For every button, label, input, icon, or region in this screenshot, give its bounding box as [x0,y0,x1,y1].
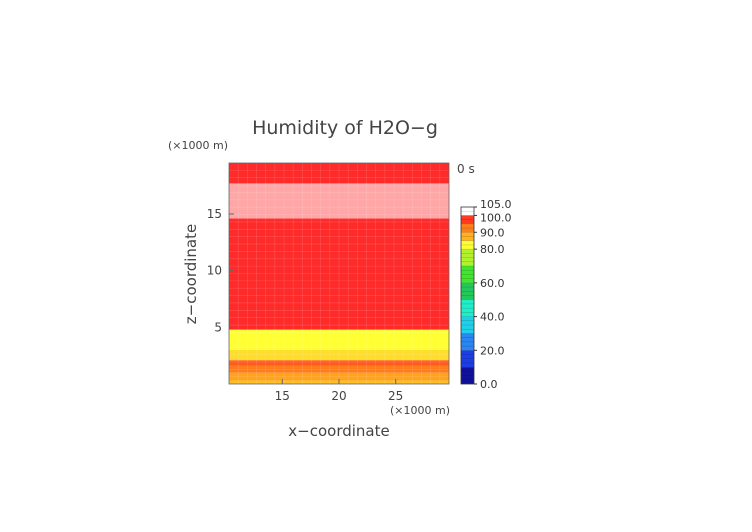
colorbar-segment-7 [461,249,474,266]
colorbar-segment-9 [461,232,474,241]
colorbar-tick-label: 0.0 [480,378,498,391]
humidity-band-6 [229,218,449,330]
chart-title: Humidity of H2O−g [252,117,438,139]
y-tick-label: 5 [214,320,222,334]
colorbar-segment-11 [461,215,474,224]
time-label: 0 s [457,162,475,176]
x-unit-label: (×1000 m) [390,404,450,417]
colorbar-segment-4 [461,299,474,317]
humidity-band-7 [229,183,449,219]
axes: 15 20 25 5 10 15 [207,162,450,403]
colorbar-segment-1 [461,350,474,368]
humidity-band-5 [229,329,449,350]
colorbar-frame [460,206,475,385]
x-axis-label: x−coordinate [288,422,389,440]
y-tick-label: 10 [207,264,222,278]
y-unit-label: (×1000 m) [168,139,228,152]
y-axis-label: z−coordinate [182,224,200,324]
colorbar-tick-label: 40.0 [480,311,505,324]
colorbar-tick-label: 20.0 [480,344,505,357]
x-tick-label: 20 [331,389,346,403]
colorbar-segment-2 [461,333,474,351]
colorbar-tick-label: 60.0 [480,277,505,290]
x-tick-label: 25 [388,389,403,403]
colorbar-segment-12 [461,207,474,216]
colorbar-tick-label: 100.0 [480,211,512,224]
colorbar-segment-8 [461,240,474,250]
plot-area [229,163,449,384]
colorbar-tick-label: 105.0 [480,198,512,211]
y-tick-label: 15 [207,207,222,221]
humidity-band-3 [229,360,449,366]
humidity-band-2 [229,365,449,373]
humidity-band-4 [229,350,449,361]
humidity-band-8 [229,163,449,184]
colorbar-tick-label: 80.0 [480,243,505,256]
colorbar-segment-6 [461,266,474,283]
colorbar-tick-label: 90.0 [480,226,505,239]
colorbar-segment-0 [461,367,474,384]
colorbar-segment-5 [461,282,474,300]
x-tick-label: 15 [275,389,290,403]
colorbar-segment-10 [461,223,474,233]
colorbar-segment-3 [461,316,474,334]
humidity-band-1 [229,372,449,381]
